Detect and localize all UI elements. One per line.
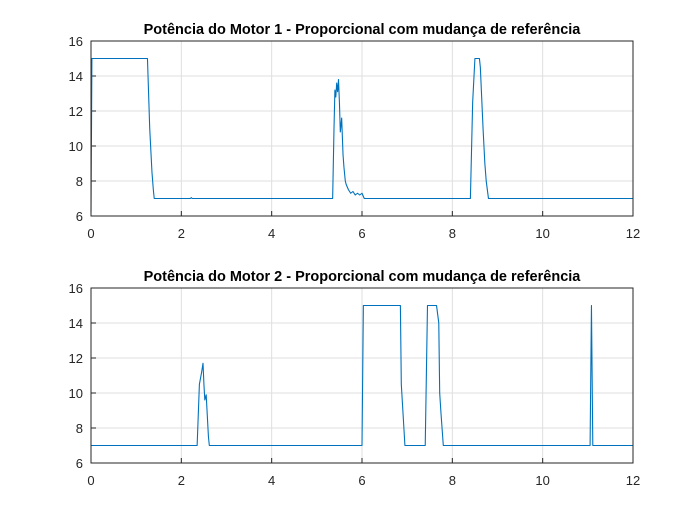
plot-2-grid: [91, 288, 633, 463]
x-tick-label: 8: [449, 473, 456, 488]
plot-motor-1: Potência do Motor 1 - Proporcional com m…: [69, 22, 641, 241]
y-tick-label: 8: [76, 174, 83, 189]
x-tick-label: 4: [268, 473, 275, 488]
x-tick-label: 4: [268, 226, 275, 241]
x-tick-label: 12: [626, 226, 640, 241]
series-line: [91, 304, 633, 447]
y-tick-label: 14: [69, 316, 83, 331]
x-tick-label: 6: [358, 226, 365, 241]
y-tick-label: 8: [76, 421, 83, 436]
y-tick-label: 14: [69, 69, 83, 84]
y-tick-label: 16: [69, 34, 83, 49]
x-tick-label: 0: [87, 226, 94, 241]
y-tick-label: 12: [69, 104, 83, 119]
x-tick-label: 8: [449, 226, 456, 241]
series-line: [90, 57, 633, 213]
plot-1-title: Potência do Motor 1 - Proporcional com m…: [144, 22, 582, 38]
x-tick-label: 6: [358, 473, 365, 488]
x-tick-label: 10: [535, 473, 549, 488]
x-tick-label: 10: [535, 226, 549, 241]
y-tick-label: 10: [69, 386, 83, 401]
y-tick-label: 12: [69, 351, 83, 366]
y-tick-label: 6: [76, 456, 83, 471]
x-tick-label: 12: [626, 473, 640, 488]
plot-1-grid: [91, 41, 633, 216]
y-tick-label: 16: [69, 281, 83, 296]
x-tick-label: 2: [178, 473, 185, 488]
plot-2-title: Potência do Motor 2 - Proporcional com m…: [144, 269, 582, 285]
plot-2-frame: [90, 287, 634, 464]
plot-2-series: [91, 304, 633, 447]
x-tick-label: 2: [178, 226, 185, 241]
plot-1-series: [90, 57, 633, 213]
plot-2-ticks: 0 2 4 6 8 10 12 6 8 10 12 14 16: [69, 281, 641, 488]
plot-motor-2: Potência do Motor 2 - Proporcional com m…: [69, 269, 641, 488]
plot-1-frame: [90, 40, 634, 217]
y-tick-label: 10: [69, 139, 83, 154]
y-tick-label: 6: [76, 209, 83, 224]
x-tick-label: 0: [87, 473, 94, 488]
